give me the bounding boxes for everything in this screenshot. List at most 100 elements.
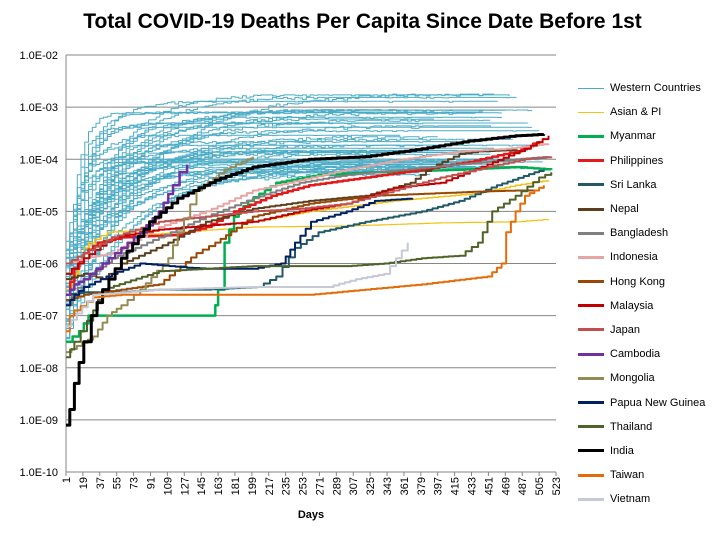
series-line-western — [66, 134, 401, 269]
legend-swatch — [578, 473, 604, 477]
legend-swatch — [578, 207, 604, 211]
x-tick-label: 379 — [416, 477, 428, 495]
legend-item: Indonesia — [578, 245, 705, 269]
legend-label: Asian & PI — [610, 106, 662, 119]
legend-swatch — [578, 328, 604, 332]
chart-title: Total COVID-19 Deaths Per Capita Since D… — [83, 10, 642, 33]
legend-item: Philippines — [578, 149, 705, 173]
y-tick-label: 1.0E-02 — [19, 50, 58, 62]
legend-swatch — [578, 134, 604, 138]
series-line-nepal — [66, 149, 519, 281]
legend-item: Myanmar — [578, 124, 705, 148]
legend-swatch — [578, 497, 604, 501]
legend-item: Japan — [578, 318, 705, 342]
x-tick-label: 523 — [551, 477, 563, 495]
series-line-western — [66, 111, 483, 310]
series-line-vietnam — [66, 242, 409, 328]
x-tick-label: 487 — [517, 477, 529, 495]
y-tick-label: 1.0E-06 — [19, 259, 58, 271]
legend-swatch — [578, 304, 604, 308]
x-tick-label: 451 — [483, 477, 495, 495]
legend-label: Bangladesh — [610, 227, 669, 240]
x-tick-label: 271 — [314, 477, 326, 495]
series-line-western — [66, 167, 506, 339]
x-tick-label: 415 — [450, 477, 462, 495]
legend-label: Mongolia — [610, 372, 655, 385]
x-tick-label: 361 — [399, 477, 411, 495]
series-line-western — [66, 116, 503, 280]
legend-item: Vietnam — [578, 487, 705, 511]
series-line-hong-kong — [66, 189, 535, 301]
legend-item: Western Countries — [578, 76, 705, 100]
legend-item: Asian & PI — [578, 100, 705, 124]
x-tick-label: 37 — [95, 477, 107, 489]
legend-label: Malaysia — [610, 299, 654, 312]
x-tick-label: 109 — [162, 477, 174, 495]
legend-label: Cambodia — [610, 348, 661, 361]
x-tick-label: 433 — [467, 477, 479, 495]
legend-label: Philippines — [610, 154, 664, 167]
series-line-western — [66, 169, 423, 310]
x-tick-label: 19 — [78, 477, 90, 489]
x-tick-label: 289 — [331, 477, 343, 495]
legend-label: Nepal — [610, 203, 639, 216]
series-line-thailand — [66, 172, 553, 359]
legend-item: Mongolia — [578, 366, 705, 390]
legend-swatch — [578, 231, 604, 235]
legend-item: India — [578, 439, 705, 463]
y-tick-label: 1.0E-03 — [19, 102, 58, 114]
legend-item: Taiwan — [578, 463, 705, 487]
legend-item: Bangladesh — [578, 221, 705, 245]
series-line-western — [66, 96, 517, 285]
legend-item: Sri Lanka — [578, 173, 705, 197]
series-line-papua-new-guinea — [66, 197, 414, 307]
legend-label: Papua New Guinea — [610, 396, 706, 409]
x-tick-label: 397 — [433, 477, 445, 495]
legend-label: India — [610, 444, 634, 457]
legend-label: Myanmar — [610, 130, 656, 143]
x-tick-label: 145 — [196, 477, 208, 495]
series-group — [66, 93, 553, 427]
series-line-western — [66, 125, 491, 329]
x-tick-label: 163 — [213, 477, 225, 495]
legend-label: Hong Kong — [610, 275, 666, 288]
legend-swatch — [578, 352, 604, 356]
series-line-western — [66, 151, 457, 291]
legend-item: Cambodia — [578, 342, 705, 366]
x-tick-label: 325 — [365, 477, 377, 495]
x-tick-label: 1 — [61, 477, 73, 483]
y-tick-label: 1.0E-07 — [19, 311, 58, 323]
chart-legend: Western Countries Asian & PI Myanmar Philip… — [578, 76, 705, 511]
legend-label: Vietnam — [610, 493, 651, 506]
series-line-india — [66, 133, 546, 427]
x-tick-label: 73 — [129, 477, 141, 489]
series-line-western — [66, 130, 540, 277]
legend-swatch — [578, 425, 604, 429]
x-tick-label: 307 — [348, 477, 360, 495]
legend-label: Sri Lanka — [610, 178, 657, 191]
series-line-mongolia — [66, 156, 254, 354]
y-tick-label: 1.0E-05 — [19, 206, 58, 218]
series-line-western — [66, 162, 479, 242]
legend-item: Thailand — [578, 415, 705, 439]
y-tick-label: 1.0E-08 — [19, 363, 58, 375]
series-line-western — [66, 119, 491, 288]
y-tick-label: 1.0E-04 — [19, 154, 58, 166]
x-tick-label: 217 — [264, 477, 276, 495]
series-line-taiwan — [66, 185, 545, 333]
legend-item: Malaysia — [578, 294, 705, 318]
series-line-western — [66, 112, 503, 307]
x-tick-label: 505 — [534, 477, 546, 495]
legend-label: Japan — [610, 323, 640, 336]
legend-item: Nepal — [578, 197, 705, 221]
legend-item: Papua New Guinea — [578, 390, 705, 414]
legend-swatch — [578, 376, 604, 380]
series-line-western — [66, 100, 498, 259]
x-tick-label: 469 — [500, 477, 512, 495]
legend-swatch — [578, 401, 604, 405]
legend-swatch — [578, 255, 604, 259]
x-axis-label: Days — [298, 509, 324, 521]
x-tick-label: 343 — [382, 477, 394, 495]
series-line-western — [66, 138, 513, 252]
series-line-bangladesh — [66, 156, 550, 307]
